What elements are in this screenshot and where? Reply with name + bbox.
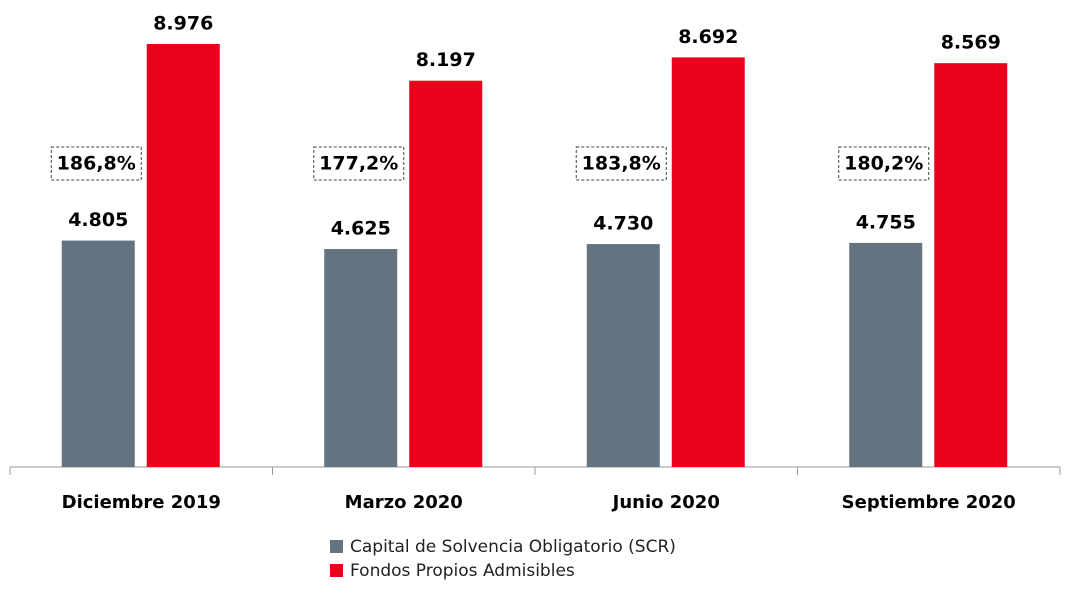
value-label: 4.730 [593,213,653,235]
value-label: 8.692 [678,26,738,48]
value-label: 8.197 [416,49,476,71]
value-label: 4.625 [331,218,391,240]
bar [61,240,135,467]
bar [146,44,220,467]
annotation: 186,8% [57,153,136,175]
value-label: 8.569 [941,32,1001,54]
value-label: 8.976 [153,13,213,35]
annotation-box [313,146,405,181]
bar [849,242,923,467]
annotation-box [838,146,930,181]
x-tick-label: Septiembre 2020 [842,492,1016,513]
bar [409,80,483,467]
legend-swatch [330,540,343,553]
x-tick-label: Marzo 2020 [345,492,463,513]
annotation: 177,2% [319,153,398,175]
legend-label: Fondos Propios Admisibles [350,561,575,581]
value-label: 4.755 [856,211,916,233]
annotation-box [50,146,142,181]
legend-label: Capital de Solvencia Obligatorio (SCR) [350,537,676,557]
bar [671,57,745,467]
annotation-box [575,146,667,181]
bar [934,63,1008,467]
annotation: 183,8% [582,153,661,175]
bar [586,244,660,467]
x-tick-label: Diciembre 2019 [62,492,221,513]
x-tick-label: Junio 2020 [611,492,720,513]
value-label: 4.805 [68,209,128,231]
legend-swatch [330,564,343,577]
bar [324,249,398,467]
annotation: 180,2% [844,153,923,175]
